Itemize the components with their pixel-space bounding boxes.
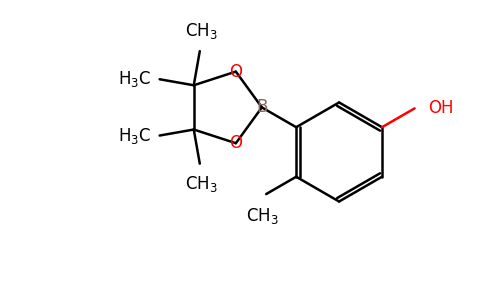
Text: CH$_3$: CH$_3$: [246, 206, 279, 226]
Text: O: O: [229, 134, 242, 152]
Text: CH$_3$: CH$_3$: [185, 174, 218, 194]
Text: CH$_3$: CH$_3$: [185, 21, 218, 41]
Text: O: O: [229, 63, 242, 81]
Text: B: B: [256, 98, 268, 116]
Text: H$_3$C: H$_3$C: [119, 125, 151, 146]
Text: H$_3$C: H$_3$C: [119, 69, 151, 89]
Text: OH: OH: [428, 99, 454, 117]
